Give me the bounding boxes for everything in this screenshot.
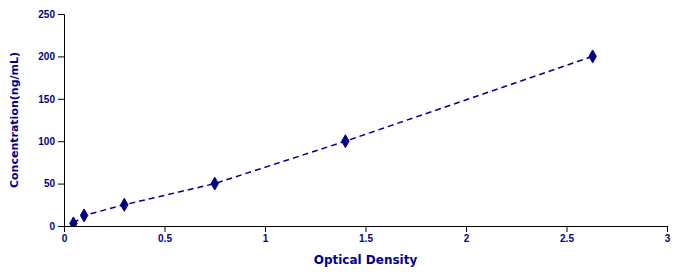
series [70,50,597,226]
point [211,177,218,190]
tick-mark [58,141,64,142]
point [342,135,349,148]
y-axis: 0 50 100 150 200 250 [38,9,64,232]
tick: 100 [38,136,64,147]
tick: 1 [263,226,269,244]
point [70,217,77,226]
tick-label: 100 [38,136,55,147]
tick-mark [58,14,64,15]
tick: 0.5 [158,226,172,244]
tick: 50 [44,178,64,189]
point [589,50,596,63]
point [121,198,128,211]
axis-line [58,15,65,227]
tick-mark [265,226,266,232]
tick-label: 200 [38,51,55,62]
tick: 150 [38,94,64,105]
line [73,56,592,223]
tick-label: 1 [263,233,269,244]
tick-label: 2.5 [560,233,574,244]
tick-label: 150 [38,94,55,105]
tick-label: 0 [62,233,68,244]
tick-mark [366,226,367,232]
tick: 0 [49,221,64,232]
y-axis-title: Concentration(ng/mL) [8,52,21,188]
tick: 2.5 [560,226,574,244]
tick-mark [567,226,568,232]
tick-label: 0.5 [158,233,172,244]
tick: 0 [62,226,68,244]
axis-line [65,227,668,233]
tick-label: 2 [464,233,470,244]
tick-label: 0 [49,221,55,232]
tick-mark [58,226,64,227]
tick-mark [165,226,166,232]
plot: 0 0.5 1 1.5 2 2.5 3 0 50 100 150 200 250 Optical Dens… [8,9,671,267]
tick-label: 3 [665,233,671,244]
point [80,209,87,222]
tick-mark [58,184,64,185]
tick-label: 50 [44,178,56,189]
x-axis: 0 0.5 1 1.5 2 2.5 3 [62,226,671,244]
tick-mark [58,99,64,100]
tick: 3 [665,226,671,244]
tick: 2 [464,226,470,244]
tick-mark [466,226,467,232]
tick-mark [58,56,64,57]
tick: 250 [38,9,64,20]
tick-label: 1.5 [359,233,373,244]
tick: 200 [38,51,64,62]
tick-mark [667,226,668,232]
x-axis-title: Optical Density [314,253,418,267]
tick: 1.5 [359,226,373,244]
chart: 0 0.5 1 1.5 2 2.5 3 0 50 100 150 200 250 Optical Dens… [0,0,689,272]
tick-label: 250 [38,9,55,20]
